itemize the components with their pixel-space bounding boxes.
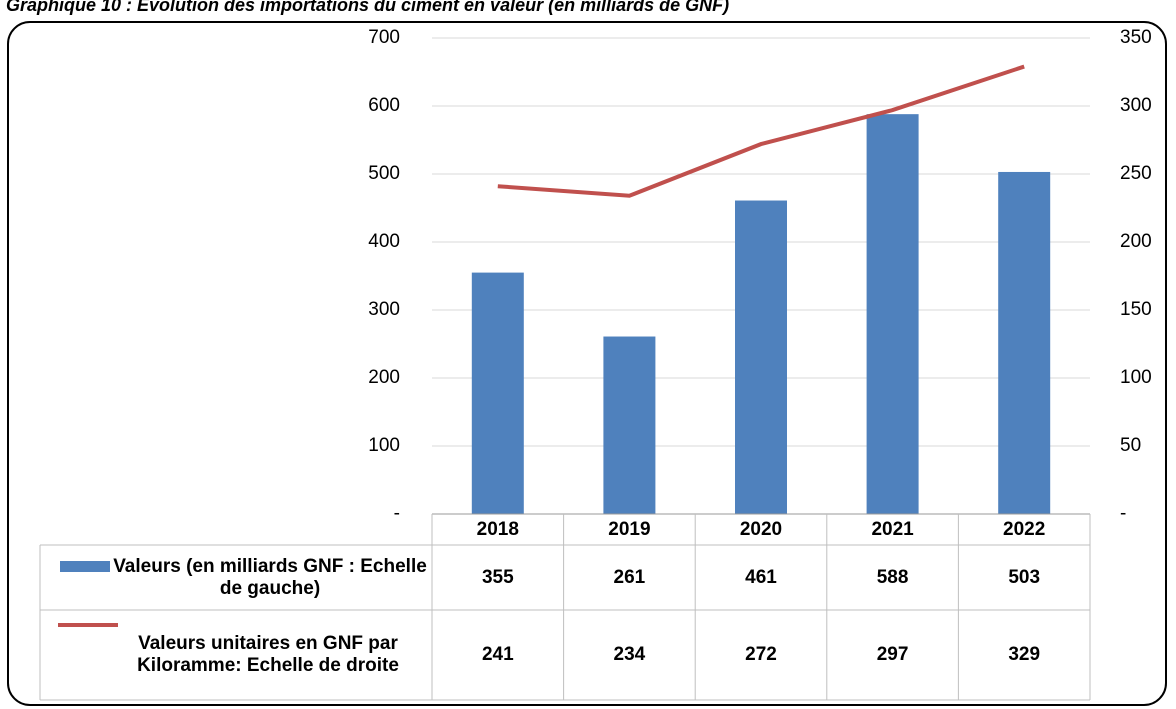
y-tick-label: - [394, 503, 400, 524]
legend-swatch [60, 561, 110, 572]
line [497, 64, 1025, 198]
chart-title: Graphique 10 : Evolution des importation… [6, 0, 729, 15]
table-value: 588 [876, 566, 909, 588]
y2-tick-label: 200 [1120, 231, 1152, 252]
table-value: 503 [1008, 566, 1041, 588]
x-tick-label: 2021 [871, 518, 914, 540]
x-tick-label: 2022 [1003, 518, 1046, 540]
y2-tick-label: - [1120, 503, 1126, 524]
x-tick-label: 2018 [476, 518, 519, 540]
table-value: 461 [745, 566, 777, 588]
table-value: 329 [1008, 644, 1041, 665]
x-tick-label: 2019 [608, 518, 651, 540]
y2-tick-label: 100 [1120, 367, 1152, 388]
table-value: 355 [481, 566, 514, 588]
y-tick-label: 700 [368, 27, 400, 48]
bar [866, 114, 919, 514]
bar [471, 272, 524, 514]
bar [603, 336, 656, 514]
y-tick-label: 300 [368, 299, 400, 320]
bar [998, 171, 1051, 514]
y-tick-label: 600 [368, 95, 400, 116]
bar [735, 200, 787, 514]
y2-tick-label: 350 [1120, 27, 1152, 48]
table-value: 272 [745, 644, 777, 665]
y-tick-label: 400 [368, 231, 400, 252]
y2-tick-label: 250 [1120, 163, 1152, 184]
table-value: 234 [613, 644, 646, 665]
frame [7, 21, 1167, 706]
legend-label: Valeurs unitaires en GNF par Kiloramme: … [137, 633, 399, 676]
table-value: 241 [481, 644, 514, 665]
y-tick-label: 100 [368, 435, 400, 456]
y2-tick-label: 300 [1120, 95, 1152, 116]
y-tick-label: 500 [368, 163, 400, 184]
y-tick-label: 200 [368, 367, 400, 388]
x-tick-label: 2020 [739, 518, 783, 540]
legend-label: Valeurs (en milliards GNF : Echelle de g… [113, 555, 427, 599]
table-value: 297 [876, 644, 909, 665]
table-value: 261 [613, 566, 646, 588]
y2-tick-label: 50 [1120, 435, 1141, 456]
y2-tick-label: 150 [1120, 299, 1152, 320]
